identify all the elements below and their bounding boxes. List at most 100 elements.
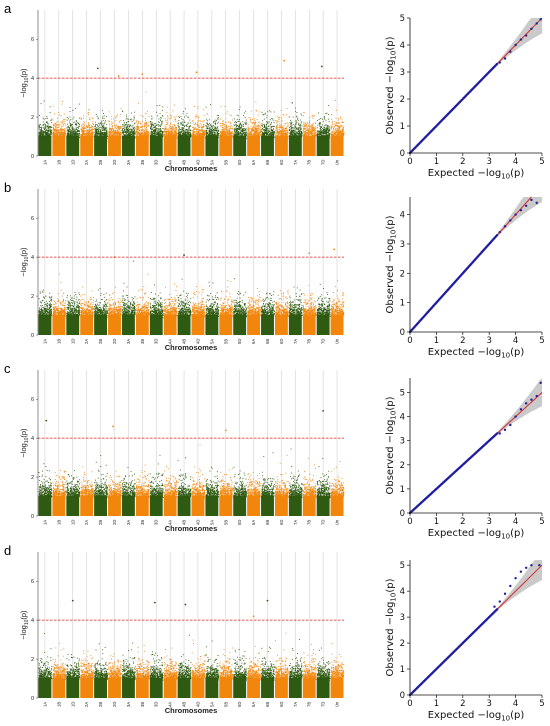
snp-point xyxy=(91,127,92,128)
snp-point xyxy=(134,117,135,118)
snp-point xyxy=(132,136,133,137)
snp-point xyxy=(60,137,61,138)
snp-point xyxy=(54,131,55,132)
snp-point xyxy=(83,132,84,133)
snp-point xyxy=(127,135,128,136)
snp-point xyxy=(79,124,80,125)
snp-point xyxy=(84,121,85,122)
snp-point xyxy=(135,128,136,129)
snp-point xyxy=(114,137,115,138)
snp-point xyxy=(88,137,89,138)
snp-point xyxy=(113,131,114,132)
snp-point xyxy=(58,138,59,139)
snp-point xyxy=(131,130,132,131)
snp-point xyxy=(44,136,45,137)
snp-point xyxy=(47,132,48,133)
snp-point xyxy=(131,113,132,114)
snp-point xyxy=(62,104,63,105)
snp-point xyxy=(128,124,129,125)
snp-point xyxy=(72,135,73,136)
snp-point xyxy=(78,127,79,128)
snp-point xyxy=(77,137,78,138)
snp-point xyxy=(112,134,113,135)
snp-point xyxy=(109,134,110,135)
snp-point xyxy=(119,128,120,129)
snp-point xyxy=(63,137,64,138)
snp-point xyxy=(126,122,127,123)
snp-point xyxy=(95,130,96,131)
snp-point xyxy=(64,114,65,115)
snp-point xyxy=(78,130,79,131)
snp-point xyxy=(67,136,68,137)
snp-point xyxy=(90,127,91,128)
snp-point xyxy=(68,127,69,128)
snp-point xyxy=(47,122,48,123)
snp-point xyxy=(40,124,41,125)
snp-point xyxy=(75,133,76,134)
snp-point xyxy=(102,134,103,135)
snp-point xyxy=(83,131,84,132)
snp-point xyxy=(103,133,104,134)
snp-point xyxy=(102,118,103,119)
snp-point xyxy=(70,137,71,138)
snp-point xyxy=(43,133,44,134)
snp-point xyxy=(65,133,66,134)
snp-point xyxy=(53,106,54,107)
snp-point xyxy=(98,130,99,131)
snp-point xyxy=(70,133,71,134)
snp-point xyxy=(147,111,148,112)
snp-point xyxy=(141,133,142,134)
snp-point xyxy=(61,132,62,133)
snp-point xyxy=(55,123,56,124)
snp-point xyxy=(75,125,76,126)
snp-point xyxy=(104,128,105,129)
snp-point xyxy=(109,127,110,128)
snp-point xyxy=(42,136,43,137)
snp-point xyxy=(111,136,112,137)
snp-point xyxy=(103,132,104,133)
snp-point xyxy=(41,129,42,130)
snp-point xyxy=(131,131,132,132)
snp-point xyxy=(127,130,128,131)
snp-point xyxy=(119,136,120,137)
snp-point xyxy=(89,125,90,126)
snp-point xyxy=(126,114,127,115)
snp-point xyxy=(97,133,98,134)
snp-point xyxy=(59,132,60,133)
snp-point xyxy=(68,132,69,133)
snp-point xyxy=(69,128,70,129)
snp-point xyxy=(91,133,92,134)
snp-point xyxy=(146,132,147,133)
snp-point xyxy=(76,127,77,128)
snp-point xyxy=(133,125,134,126)
snp-point xyxy=(134,118,135,119)
snp-point xyxy=(141,127,142,128)
snp-point xyxy=(82,127,83,128)
snp-point xyxy=(148,135,149,136)
snp-point xyxy=(77,129,78,130)
snp-point xyxy=(70,126,71,127)
snp-point xyxy=(132,129,133,130)
snp-point xyxy=(104,133,105,134)
snp-point xyxy=(84,138,85,139)
snp-point xyxy=(101,136,102,137)
snp-point xyxy=(62,137,63,138)
snp-point xyxy=(76,138,77,139)
snp-point xyxy=(56,130,57,131)
snp-point xyxy=(68,135,69,136)
snp-point xyxy=(91,125,92,126)
snp-point xyxy=(130,125,131,126)
snp-point xyxy=(117,130,118,131)
snp-point xyxy=(89,118,90,119)
snp-point xyxy=(117,137,118,138)
snp-point xyxy=(101,125,102,126)
snp-point xyxy=(140,134,141,135)
snp-point xyxy=(137,131,138,132)
snp-point xyxy=(126,132,127,133)
snp-point xyxy=(106,136,107,137)
snp-point xyxy=(134,112,135,113)
snp-point xyxy=(75,128,76,129)
snp-point xyxy=(41,103,42,104)
snp-point xyxy=(63,124,64,125)
snp-point xyxy=(72,138,73,139)
